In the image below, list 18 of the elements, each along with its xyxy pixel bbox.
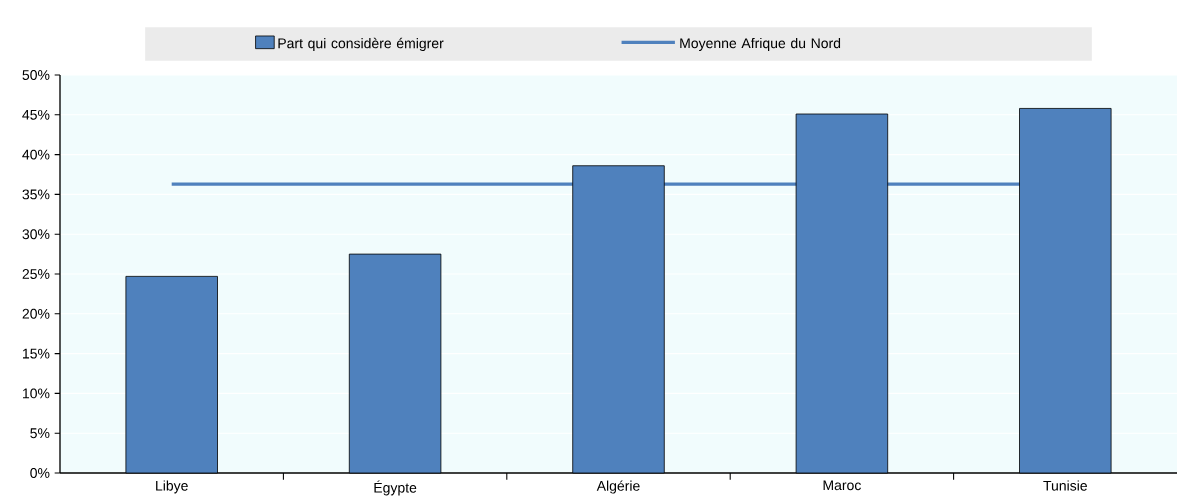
- x-tick-label: Maroc: [823, 480, 861, 491]
- legend-label: Part qui considère émigrer: [278, 37, 444, 52]
- x-tick-label: Algérie: [596, 480, 640, 494]
- y-tick-label: 50%: [22, 70, 50, 80]
- y-tick-label: 15%: [23, 348, 50, 359]
- x-tick-label: Tunisie: [1043, 480, 1087, 491]
- y-tick-label: 5%: [30, 428, 50, 439]
- y-tick-label: 45%: [22, 109, 50, 120]
- x-tick-label: Égypte: [374, 480, 417, 496]
- y-tick-label: 30%: [22, 229, 50, 240]
- y-tick-label: 20%: [22, 308, 50, 319]
- y-tick-label: 10%: [23, 388, 50, 399]
- y-tick-label: 0%: [30, 468, 50, 478]
- legend-label: Moyenne Afrique du Nord: [680, 37, 841, 51]
- y-tick-label: 25%: [22, 269, 50, 279]
- x-tick-label: Libye: [156, 480, 188, 494]
- y-tick-label: 40%: [22, 149, 50, 160]
- y-tick-label: 35%: [22, 189, 50, 200]
